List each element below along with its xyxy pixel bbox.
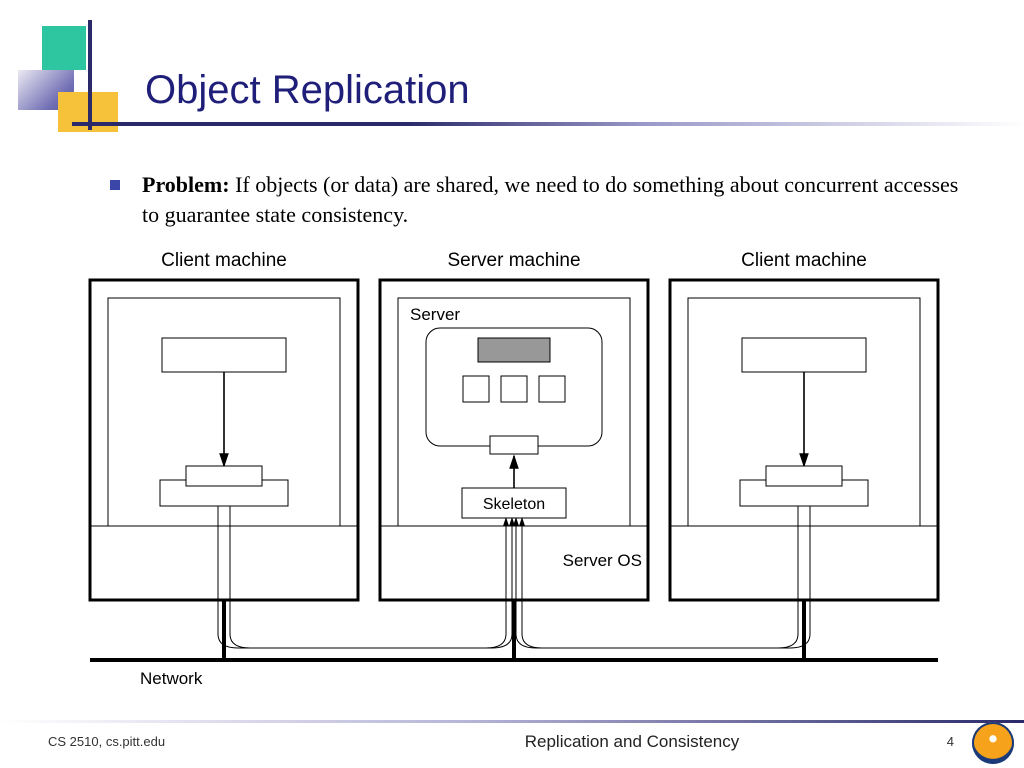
bullet-square-icon: [110, 180, 120, 190]
svg-text:Client machine: Client machine: [741, 250, 867, 271]
footer-page-number: 4: [947, 734, 954, 749]
slide-header: Object Replication: [0, 0, 1024, 140]
header-decoration: [18, 20, 118, 120]
diagram-svg: Client machine Server machine Server Skelet…: [80, 240, 950, 690]
svg-text:Server machine: Server machine: [447, 250, 580, 271]
svg-text:Server: Server: [410, 305, 460, 324]
svg-text:Network: Network: [140, 669, 203, 688]
svg-text:Client machine: Client machine: [161, 250, 287, 271]
diagram: Client machine Server machine Server Skelet…: [80, 240, 950, 700]
header-underline: [72, 122, 1024, 126]
footer-line: [0, 720, 1024, 723]
university-seal-icon: [972, 722, 1014, 764]
svg-text:Server OS: Server OS: [563, 551, 642, 570]
footer: CS 2510, cs.pitt.edu Replication and Con…: [0, 720, 1024, 768]
content-area: Problem: If objects (or data) are shared…: [110, 170, 964, 229]
svg-text:Skeleton: Skeleton: [483, 496, 545, 513]
bullet-text: Problem: If objects (or data) are shared…: [142, 170, 964, 229]
bullet-rest: If objects (or data) are shared, we need…: [142, 172, 958, 227]
bullet-item: Problem: If objects (or data) are shared…: [110, 170, 964, 229]
slide-title: Object Replication: [145, 68, 470, 113]
footer-mid: Replication and Consistency: [0, 732, 1024, 752]
bullet-bold: Problem:: [142, 172, 230, 197]
